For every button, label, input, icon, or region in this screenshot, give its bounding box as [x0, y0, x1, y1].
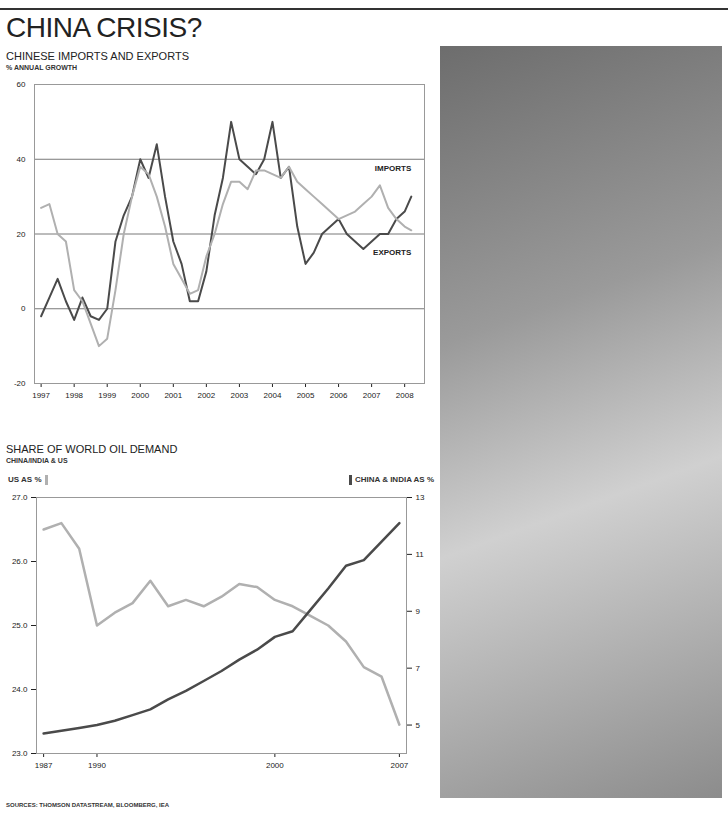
svg-text:26.0: 26.0: [12, 557, 28, 566]
svg-text:-20: -20: [14, 379, 26, 388]
html-text:CHINA CRISIS?: CHINA CRISIS?: [6, 12, 202, 43]
svg-text:2005: 2005: [297, 391, 315, 400]
svg-text:2007: 2007: [363, 391, 381, 400]
svg-text:7: 7: [416, 664, 421, 673]
svg-text:2006: 2006: [330, 391, 348, 400]
html-text:SHARE OF WORLD OIL DEMAND: SHARE OF WORLD OIL DEMAND: [6, 443, 178, 455]
svg-text:27.0: 27.0: [12, 493, 28, 502]
svg-text:2001: 2001: [164, 391, 182, 400]
svg-text:1999: 1999: [98, 391, 116, 400]
html-text:US AS %: US AS %: [8, 475, 42, 485]
svg-text:60: 60: [17, 80, 26, 89]
svg-text:25.0: 25.0: [12, 621, 28, 630]
svg-text:2008: 2008: [396, 391, 414, 400]
svg-text:2007: 2007: [390, 761, 408, 770]
svg-text:2004: 2004: [264, 391, 282, 400]
svg-text:1998: 1998: [65, 391, 83, 400]
svg-text:13: 13: [416, 493, 425, 502]
html-text:SOURCES: THOMSON DATASTREAM, B: SOURCES: THOMSON DATASTREAM, BLOOMBERG, …: [6, 802, 170, 808]
svg-text:2003: 2003: [231, 391, 249, 400]
svg-text:23.0: 23.0: [12, 749, 28, 758]
svg-text:20: 20: [17, 230, 26, 239]
svg-text:40: 40: [17, 155, 26, 164]
svg-text:1997: 1997: [32, 391, 50, 400]
svg-text:1987: 1987: [35, 761, 53, 770]
svg-text:9: 9: [416, 607, 421, 616]
svg-text:24.0: 24.0: [12, 685, 28, 694]
html-text:CHINA & INDIA AS %: CHINA & INDIA AS %: [354, 475, 434, 485]
html-text:% ANNUAL GROWTH: % ANNUAL GROWTH: [6, 64, 78, 71]
svg-text:IMPORTS: IMPORTS: [375, 164, 412, 173]
svg-text:2000: 2000: [131, 391, 149, 400]
html-text:CHINESE IMPORTS AND EXPORTS: CHINESE IMPORTS AND EXPORTS: [6, 50, 189, 62]
svg-text:0: 0: [21, 304, 26, 313]
svg-text:11: 11: [416, 550, 425, 559]
svg-text:1990: 1990: [88, 761, 106, 770]
svg-text:2002: 2002: [197, 391, 215, 400]
html-text:CHINA/INDIA & US: CHINA/INDIA & US: [6, 457, 68, 464]
svg-text:2000: 2000: [266, 761, 284, 770]
svg-text:5: 5: [416, 721, 421, 730]
svg-text:EXPORTS: EXPORTS: [373, 248, 412, 257]
